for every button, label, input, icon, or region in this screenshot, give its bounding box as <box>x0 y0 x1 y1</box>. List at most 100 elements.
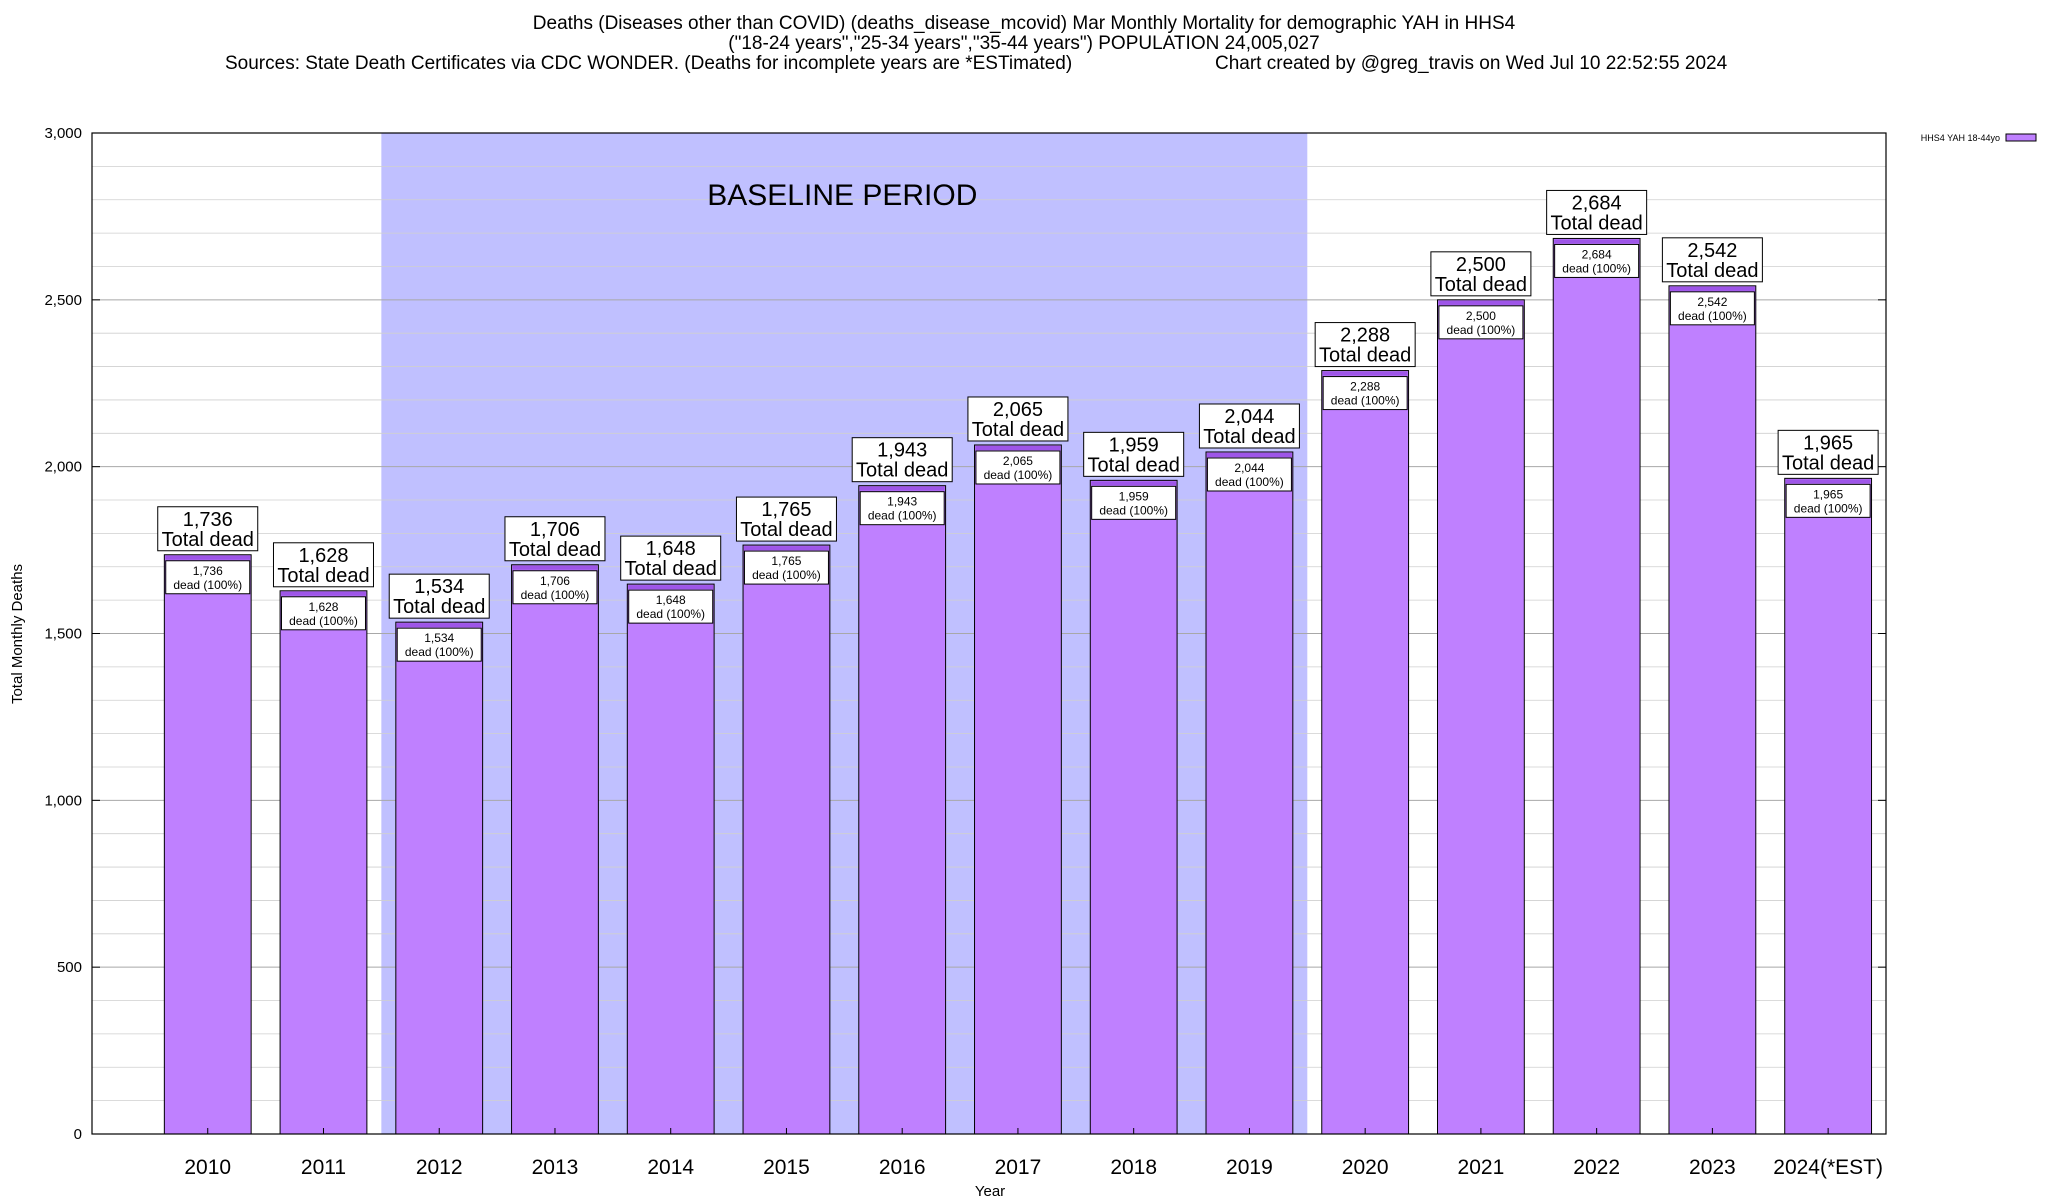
total-label-box <box>1546 189 1648 235</box>
bar-2015 <box>742 544 831 1135</box>
y-axis-label: Total Monthly Deaths <box>9 564 26 704</box>
total-label-box <box>1083 431 1185 477</box>
legend-label: HHS4 YAH 18-44yo <box>1921 133 2000 143</box>
total-value-label: 1,959 <box>1109 434 1159 456</box>
total-dead-label: Total dead <box>1088 454 1180 476</box>
inner-value-label: 2,500 <box>1466 309 1496 323</box>
inner-value-label: 1,965 <box>1813 487 1843 501</box>
x-tick-label: 2020 <box>1342 1156 1389 1179</box>
inner-pct-label: dead (100%) <box>405 645 474 659</box>
chart-title: Deaths (Diseases other than COVID) (deat… <box>532 13 1516 34</box>
inner-pct-label: dead (100%) <box>1678 309 1747 323</box>
chart-sources: Sources: State Death Certificates via CD… <box>225 53 1073 74</box>
y-tick-label: 2,000 <box>44 459 82 476</box>
total-dead-label: Total dead <box>1666 260 1758 282</box>
plot-frame <box>91 132 1887 1135</box>
x-tick-label: 2023 <box>1689 1156 1736 1179</box>
y-tick-label: 1,000 <box>44 792 82 809</box>
inner-pct-label: dead (100%) <box>636 607 705 621</box>
inner-label-box <box>1669 291 1755 326</box>
inner-pct-label: dead (100%) <box>289 614 358 628</box>
bar-2010 <box>163 554 252 1135</box>
inner-value-label: 1,765 <box>771 554 801 568</box>
total-value-label: 2,542 <box>1687 240 1737 262</box>
x-axis-label: Year <box>975 1183 1005 1200</box>
total-label-box <box>851 437 953 483</box>
total-value-label: 1,965 <box>1803 432 1853 454</box>
inner-label-box <box>1785 483 1871 518</box>
total-value-label: 2,684 <box>1572 192 1622 214</box>
x-tick-label: 2014 <box>647 1156 694 1179</box>
inner-value-label: 1,959 <box>1119 489 1149 503</box>
inner-value-label: 1,628 <box>308 600 338 614</box>
inner-value-label: 2,065 <box>1003 454 1033 468</box>
x-tick-label: 2013 <box>532 1156 579 1179</box>
inner-pct-label: dead (100%) <box>173 578 242 592</box>
inner-value-label: 1,943 <box>887 495 917 509</box>
inner-value-label: 2,044 <box>1234 461 1264 475</box>
bar-2011 <box>279 590 368 1135</box>
inner-value-label: 1,534 <box>424 631 454 645</box>
total-label-box <box>388 573 490 619</box>
x-tick-label: 2011 <box>301 1156 346 1179</box>
total-dead-label: Total dead <box>740 519 832 541</box>
legend-swatch <box>2005 133 2037 142</box>
total-label-box <box>504 516 606 562</box>
bar-2018 <box>1089 479 1178 1135</box>
x-tick-label: 2010 <box>184 1156 231 1179</box>
inner-label-box <box>512 570 598 605</box>
total-value-label: 1,736 <box>183 509 233 531</box>
inner-value-label: 2,288 <box>1350 380 1380 394</box>
bar-2017 <box>974 444 1062 1135</box>
y-tick-label: 0 <box>74 1126 82 1143</box>
inner-label-box <box>280 596 366 631</box>
inner-label-box <box>1554 243 1640 278</box>
total-dead-label: Total dead <box>393 596 485 618</box>
x-tick-label: 2022 <box>1573 1156 1620 1179</box>
x-tick-label: 2017 <box>995 1156 1042 1179</box>
total-value-label: 1,628 <box>298 545 348 567</box>
bar-2020 <box>1321 370 1410 1135</box>
total-dead-label: Total dead <box>625 558 717 580</box>
inner-value-label: 1,736 <box>193 564 223 578</box>
total-value-label: 2,288 <box>1340 325 1390 347</box>
inner-pct-label: dead (100%) <box>752 568 821 582</box>
inner-value-label: 2,684 <box>1582 247 1612 261</box>
inner-label-box <box>1206 457 1292 492</box>
total-dead-label: Total dead <box>1435 274 1527 296</box>
total-label-box <box>1430 251 1532 297</box>
y-tick-label: 2,500 <box>44 292 82 309</box>
inner-value-label: 2,542 <box>1697 295 1727 309</box>
inner-label-box <box>1438 305 1524 340</box>
total-label-box <box>1198 403 1300 449</box>
inner-pct-label: dead (100%) <box>1447 323 1516 337</box>
bar-2019 <box>1205 451 1294 1135</box>
inner-pct-label: dead (100%) <box>984 468 1053 482</box>
total-dead-label: Total dead <box>1782 452 1874 474</box>
total-dead-label: Total dead <box>856 460 948 482</box>
inner-pct-label: dead (100%) <box>521 588 590 602</box>
inner-label-box <box>396 627 482 662</box>
bar-2022 <box>1552 237 1641 1135</box>
bar-2024(*EST) <box>1784 477 1873 1135</box>
x-tick-label: 2015 <box>763 1156 810 1179</box>
total-dead-label: Total dead <box>972 419 1064 441</box>
inner-value-label: 1,648 <box>656 593 686 607</box>
inner-label-box <box>975 450 1061 485</box>
total-label-box <box>620 535 722 581</box>
inner-pct-label: dead (100%) <box>1215 475 1284 489</box>
x-tick-label: 2024(*EST) <box>1773 1156 1883 1179</box>
bar-2021 <box>1437 299 1525 1135</box>
x-tick-label: 2021 <box>1458 1156 1505 1179</box>
total-value-label: 1,765 <box>761 499 811 521</box>
total-dead-label: Total dead <box>1550 212 1642 234</box>
total-label-box <box>967 396 1069 442</box>
inner-pct-label: dead (100%) <box>1562 261 1631 275</box>
chart-credit: Chart created by @greg_travis on Wed Jul… <box>1215 53 1728 74</box>
total-label-box <box>157 506 259 552</box>
total-dead-label: Total dead <box>1319 345 1411 367</box>
total-label-box <box>735 496 837 542</box>
x-tick-label: 2012 <box>416 1156 463 1179</box>
baseline-period-label: BASELINE PERIOD <box>707 179 977 212</box>
